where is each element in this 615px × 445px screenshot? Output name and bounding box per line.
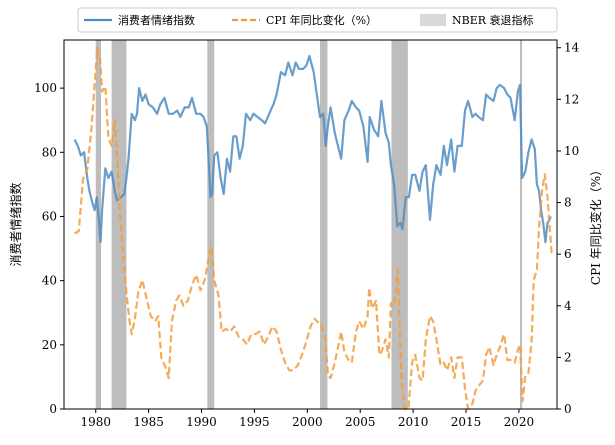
x-tick-label-1980: 1980 bbox=[80, 415, 111, 429]
right-y-tick-label-8: 8 bbox=[564, 196, 572, 210]
recession-bands bbox=[95, 40, 523, 409]
recession-band-3 bbox=[320, 40, 328, 409]
left-y-tick-label-80: 80 bbox=[42, 145, 57, 159]
series-line-sentiment bbox=[73, 54, 552, 244]
x-tick-label-1990: 1990 bbox=[186, 415, 217, 429]
x-tick-label-2000: 2000 bbox=[292, 415, 323, 429]
left-y-axis-title: 消费者情绪指数 bbox=[8, 182, 23, 266]
recession-band-5 bbox=[519, 40, 523, 409]
legend-recession-label: NBER 衰退指标 bbox=[452, 13, 534, 27]
x-tick-label-2005: 2005 bbox=[345, 415, 376, 429]
right-y-axis-title: CPI 年同比变化（%） bbox=[588, 164, 603, 285]
series-line-cpi bbox=[74, 46, 553, 411]
right-y-tick-label-10: 10 bbox=[564, 144, 579, 158]
right-y-tick-label-4: 4 bbox=[564, 299, 572, 313]
x-tick-label-2015: 2015 bbox=[451, 415, 482, 429]
x-tick-label-1995: 1995 bbox=[239, 415, 270, 429]
left-y-tick-label-0: 0 bbox=[49, 402, 57, 416]
x-tick-label-2020: 2020 bbox=[504, 415, 535, 429]
right-y-axis: 0 2 4 6 8 10 12 14 bbox=[557, 41, 580, 416]
right-y-tick-label-12: 12 bbox=[564, 92, 579, 106]
legend-sentiment-label: 消费者情绪指数 bbox=[118, 13, 195, 27]
left-y-tick-label-40: 40 bbox=[42, 274, 57, 288]
plot-frame bbox=[63, 39, 558, 410]
legend-recession-swatch bbox=[420, 14, 446, 26]
recession-band-1 bbox=[111, 40, 127, 409]
right-y-tick-label-14: 14 bbox=[564, 41, 580, 55]
legend-cpi-label: CPI 年同比变化（%） bbox=[266, 13, 377, 27]
left-y-tick-label-60: 60 bbox=[42, 209, 57, 223]
recession-band-2 bbox=[207, 40, 215, 409]
x-tick-label-2010: 2010 bbox=[398, 415, 429, 429]
left-y-axis: 0 20 40 60 80 100 bbox=[34, 81, 64, 416]
x-tick-label-1985: 1985 bbox=[133, 415, 164, 429]
right-y-tick-label-2: 2 bbox=[564, 350, 572, 364]
series-lines bbox=[73, 46, 553, 411]
x-axis: 1980 1985 1990 1995 2000 2005 2010 2015 2020 bbox=[80, 409, 534, 429]
left-y-tick-label-20: 20 bbox=[42, 338, 57, 352]
left-y-tick-label-100: 100 bbox=[34, 81, 57, 95]
legend: 消费者情绪指数 CPI 年同比变化（%） NBER 衰退指标 bbox=[77, 7, 558, 33]
right-y-tick-label-6: 6 bbox=[564, 247, 572, 261]
right-y-tick-label-0: 0 bbox=[564, 402, 572, 416]
